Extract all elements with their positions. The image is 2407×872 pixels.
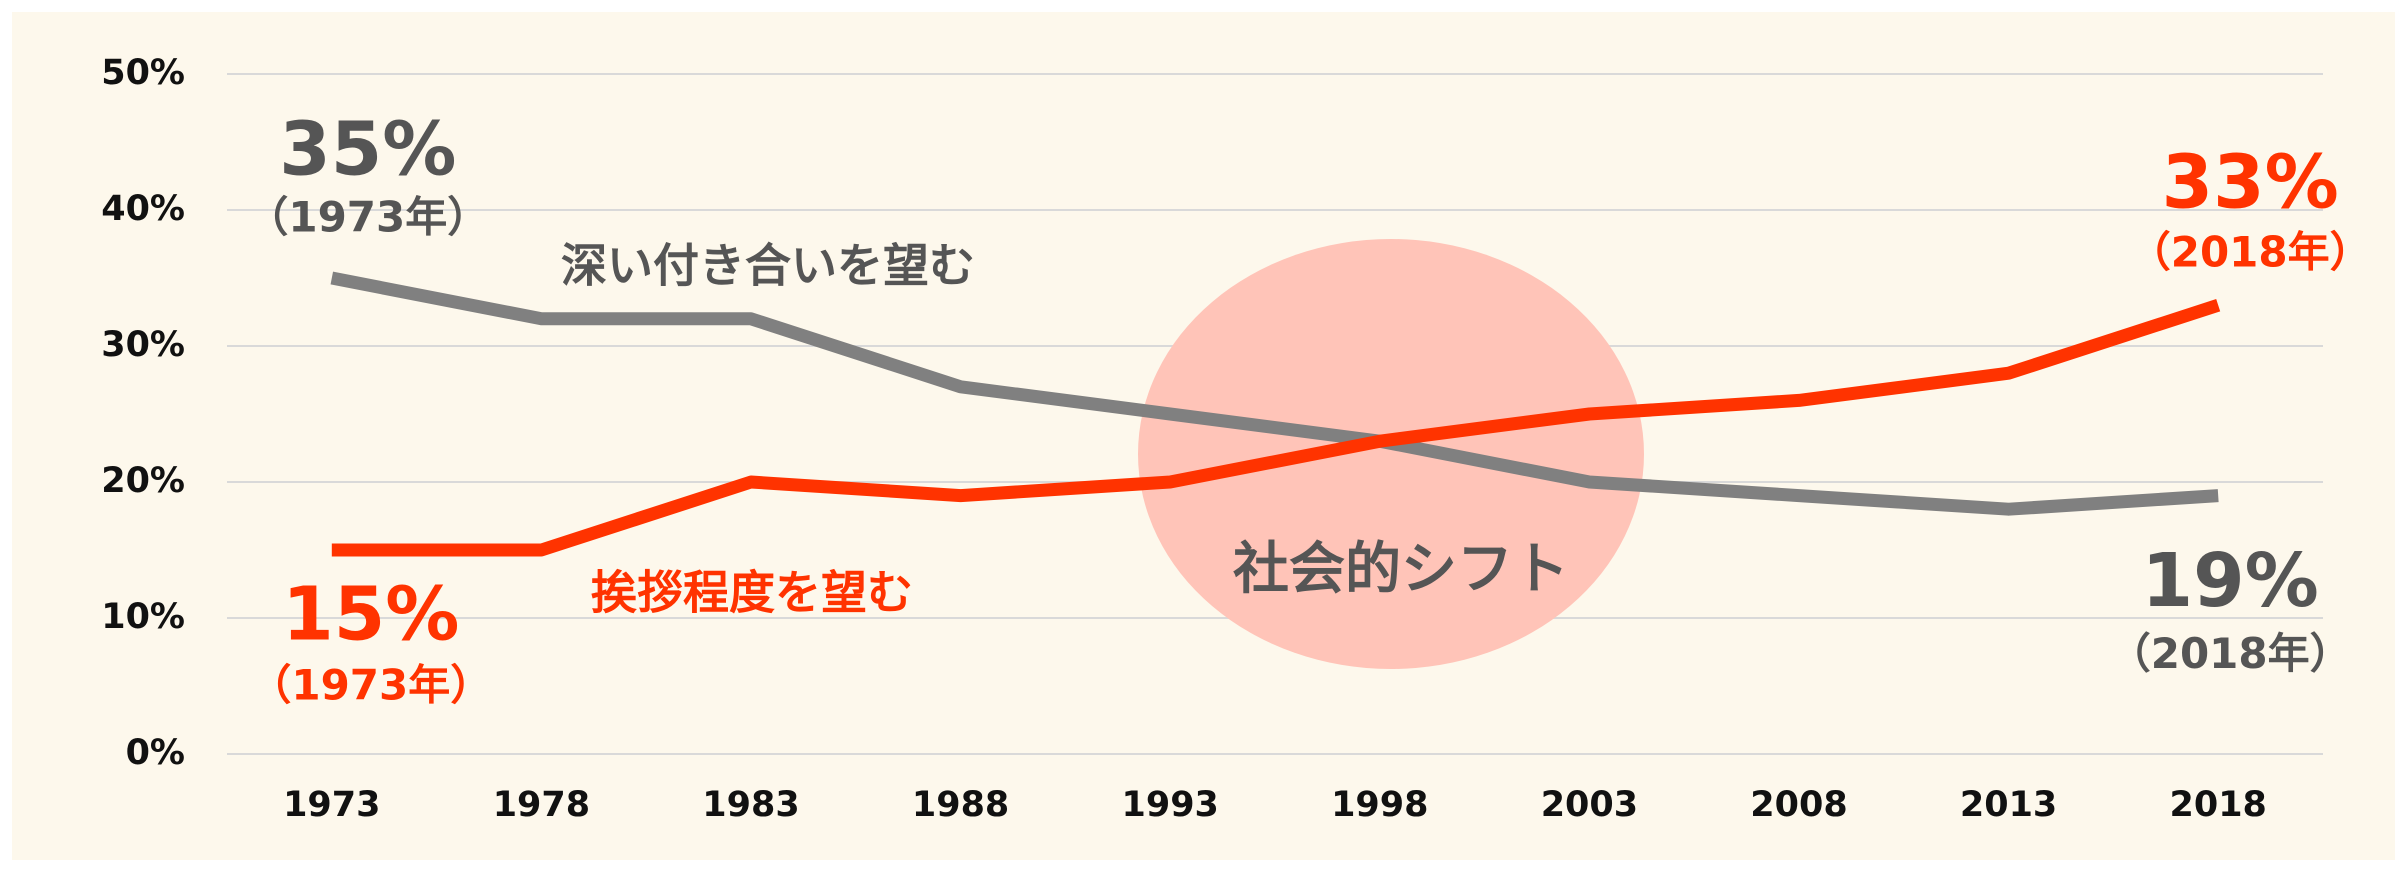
x-tick-label: 1973 [283,785,380,825]
y-tick-label: 30% [101,325,185,365]
line [330,271,2219,516]
annotation: 社会的シフト [1233,537,1569,602]
value-label: 15% [282,572,459,658]
x-tick-label: 1983 [702,785,799,825]
value-label-note: （1973年） [246,193,489,242]
series-name: 挨拶程度を望む [591,566,913,620]
x-tick-label: 2003 [1541,785,1638,825]
line [331,299,2221,557]
x-tick-label: 2018 [2169,785,2266,825]
x-tick-label: 1993 [1121,785,1218,825]
value-label: 19% [2142,538,2319,624]
value-label: 35% [279,107,456,193]
y-tick-label: 40% [101,189,185,229]
value-label-note: （1973年） [249,661,492,710]
value-label-note: （2018年） [2109,629,2352,678]
shift-highlight [1138,239,1644,669]
x-tick-label: 1978 [493,785,590,825]
value-label: 33% [2162,140,2339,226]
x-tick-label: 1988 [912,785,1009,825]
x-tick-label: 1998 [1331,785,1428,825]
y-tick-label: 50% [101,53,185,93]
series-name: 深い付き合いを望む [561,239,975,293]
y-tick-label: 0% [126,733,185,773]
value-label-note: （2018年） [2129,228,2372,277]
x-tick-label: 2013 [1960,785,2057,825]
y-tick-label: 20% [101,461,185,501]
x-tick-label: 2008 [1750,785,1847,825]
y-tick-label: 10% [101,597,185,637]
